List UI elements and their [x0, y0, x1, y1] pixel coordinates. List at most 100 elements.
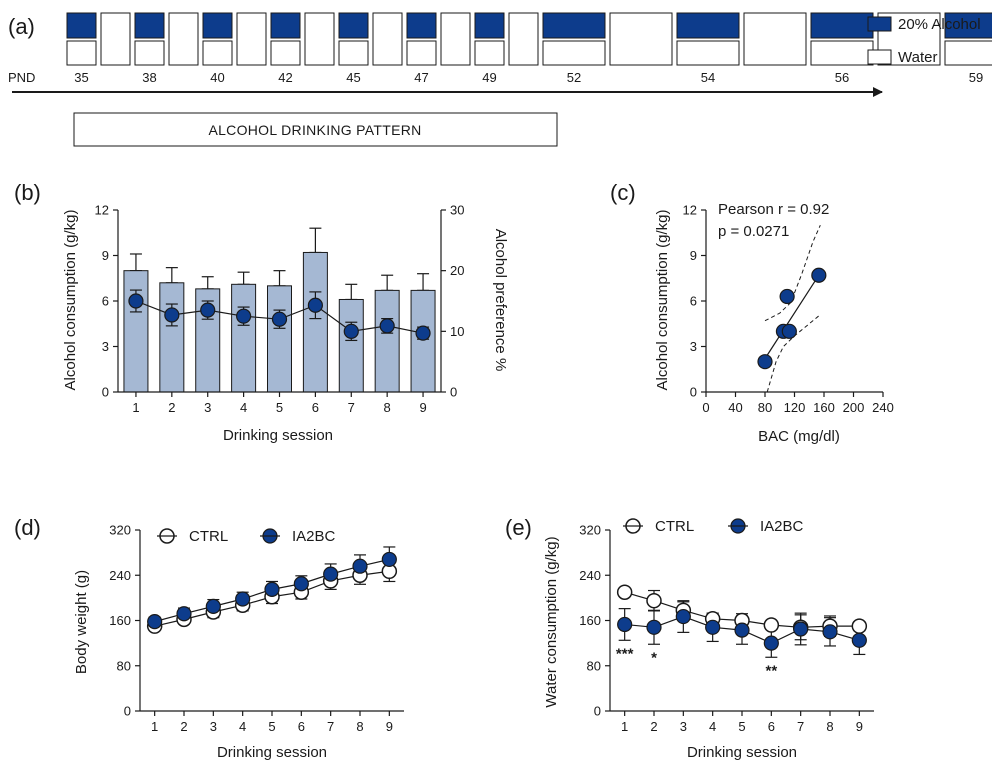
d-point-ia2bc	[381, 551, 397, 568]
drinking-pattern-label: ALCOHOL DRINKING PATTERN	[208, 122, 421, 138]
b-preference-point	[164, 307, 180, 323]
b-y2-axis-title: Alcohol preference %	[492, 229, 509, 372]
b-x-tick-label: 6	[312, 400, 319, 415]
b-y-tick-label: 6	[102, 294, 109, 309]
b-bar-error	[237, 271, 250, 285]
d-point-ia2bc	[264, 581, 280, 597]
schedule-water-block	[508, 12, 539, 66]
schedule-water-half	[66, 40, 97, 66]
b-preference-point	[343, 323, 359, 339]
c-x-axis-title: BAC (mg/dl)	[758, 428, 840, 445]
c-data-point	[781, 323, 797, 339]
schedule-alcohol-block	[542, 12, 606, 39]
b-x-tick-label: 8	[384, 400, 391, 415]
schedule-water-half	[944, 40, 992, 66]
d-x-tick-label: 7	[327, 719, 334, 734]
schedule-water-block	[236, 12, 267, 66]
e-legend-ia2bc-label: IA2BC	[760, 518, 804, 535]
b-bar-error	[165, 267, 178, 284]
schedule-alcohol-block	[338, 12, 369, 39]
schedule-day-label: 49	[482, 70, 496, 85]
e-x-tick-label: 4	[709, 719, 716, 734]
schedule-alcohol-block	[676, 12, 740, 39]
schedule-water-block	[609, 12, 673, 66]
d-legend-ia2bc-label: IA2BC	[292, 528, 336, 545]
b-bar	[231, 283, 257, 393]
d-point-ia2bc	[205, 598, 221, 614]
d-x-tick-label: 1	[151, 719, 158, 734]
e-point-ctrl	[763, 617, 780, 633]
d-legend-ctrl-label: CTRL	[189, 528, 228, 545]
b-y-tick-label: 9	[102, 248, 109, 263]
schedule-day-label: 42	[278, 70, 292, 85]
pearson-r-label: Pearson r = 0.92	[718, 201, 829, 218]
b-x-tick-label: 5	[276, 400, 283, 415]
d-point-ia2bc	[323, 566, 339, 582]
schedule-day-label: 52	[567, 70, 581, 85]
c-fit-line	[764, 274, 820, 359]
e-x-tick-label: 5	[738, 719, 745, 734]
b-bar-error	[345, 283, 358, 301]
e-x-axis-title: Drinking session	[687, 744, 797, 761]
d-x-tick-label: 6	[298, 719, 305, 734]
e-point-ia2bc	[646, 619, 662, 635]
b-bar-error	[201, 276, 214, 290]
d-point-ia2bc	[235, 591, 251, 607]
schedule-alcohol-block	[474, 12, 505, 39]
b-bar	[123, 270, 149, 393]
e-point-ctrl	[646, 592, 662, 609]
schedule-blocks	[66, 12, 992, 66]
legend-alcohol-swatch	[867, 16, 892, 32]
schedule-day-label: 54	[701, 70, 715, 85]
c-x-tick-label: 200	[843, 400, 865, 415]
legend-alcohol-label: 20% Alcohol	[898, 16, 981, 33]
c-y-tick-label: 0	[690, 385, 697, 400]
schedule-water-block	[100, 12, 131, 66]
c-data-point	[811, 267, 827, 283]
d-point-ia2bc	[176, 606, 192, 622]
b-y2-tick-label: 10	[450, 324, 464, 339]
e-x-tick-label: 1	[621, 719, 628, 734]
d-y-tick-label: 80	[117, 658, 131, 673]
b-bar	[338, 298, 364, 393]
e-y-tick-label: 320	[579, 523, 601, 538]
e-point-ctrl	[616, 584, 633, 600]
e-significance-label: ***	[616, 645, 634, 662]
b-preference-point	[379, 318, 395, 334]
schedule-day-label: 45	[346, 70, 360, 85]
c-ci-lower	[766, 314, 821, 393]
schedule-water-half	[270, 40, 301, 66]
e-point-ia2bc	[793, 621, 809, 637]
schedule-day-label: 56	[835, 70, 849, 85]
e-x-tick-label: 7	[797, 719, 804, 734]
chart-water-consumption: Water consumption (g/kg) Drinking sessio…	[543, 518, 874, 761]
b-preference-point	[307, 297, 323, 313]
schedule-day-label: 40	[210, 70, 224, 85]
b-y2-tick-label: 30	[450, 203, 464, 218]
c-x-tick-label: 120	[784, 400, 806, 415]
b-bar-error	[309, 227, 322, 254]
chart-bac-correlation: Alcohol consumption (g/kg) BAC (mg/dl) P…	[654, 201, 894, 445]
c-data-point	[757, 354, 773, 370]
schedule-day-label: 59	[969, 70, 983, 85]
d-x-tick-label: 9	[386, 719, 393, 734]
b-bar-error	[273, 270, 286, 287]
b-y-tick-label: 0	[102, 385, 109, 400]
b-bar	[374, 289, 400, 393]
e-point-ia2bc	[675, 608, 691, 625]
b-x-tick-label: 7	[348, 400, 355, 415]
schedule-water-block	[304, 12, 335, 66]
d-x-tick-label: 4	[239, 719, 246, 734]
schedule-water-half	[134, 40, 165, 66]
d-point-ia2bc	[293, 576, 309, 592]
schedule-day-label: 38	[142, 70, 156, 85]
e-point-ctrl	[851, 618, 868, 634]
d-y-axis-title: Body weight (g)	[73, 570, 90, 674]
b-y2-tick-label: 20	[450, 263, 464, 278]
b-preference-point	[200, 302, 216, 318]
b-bar	[410, 289, 436, 393]
c-ci-upper	[764, 224, 821, 322]
schedule-water-half	[202, 40, 233, 66]
d-x-tick-label: 3	[210, 719, 217, 734]
d-x-axis-title: Drinking session	[217, 744, 327, 761]
